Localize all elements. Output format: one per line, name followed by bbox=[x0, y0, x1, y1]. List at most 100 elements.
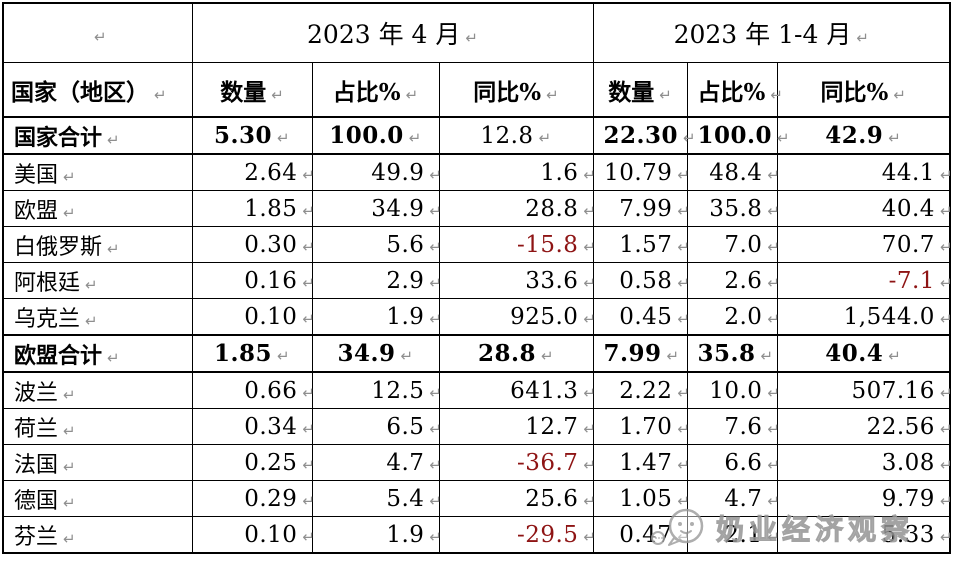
paragraph-mark-icon: ↵ bbox=[677, 273, 691, 292]
value-cell: 3.08 ↵ bbox=[776, 444, 953, 481]
cell-value: -7.1 bbox=[888, 267, 935, 294]
paragraph-mark-icon: ↵ bbox=[276, 347, 291, 365]
cell-value: 34.9 bbox=[371, 195, 425, 222]
cell-value: 9.79 bbox=[881, 485, 935, 512]
value-cell: 1.9 ↵ bbox=[311, 298, 442, 336]
paragraph-mark-icon: ↵ bbox=[888, 347, 902, 365]
value-cell: -36.7 ↵ bbox=[438, 444, 597, 481]
cell-value: 1.6 bbox=[540, 159, 579, 186]
paragraph-mark-icon: ↵ bbox=[939, 201, 953, 220]
value-cell: 70.7 ↵ bbox=[776, 226, 953, 263]
paragraph-mark-icon: ↵ bbox=[939, 419, 953, 438]
column-header-quantity-1: 数量 ↵ bbox=[191, 62, 313, 118]
paragraph-mark-icon: ↵ bbox=[405, 85, 419, 104]
cell-value: 1.47 bbox=[619, 449, 673, 476]
paragraph-mark-icon: ↵ bbox=[677, 309, 691, 328]
paragraph-mark-icon: ↵ bbox=[683, 129, 697, 147]
value-cell: 1.05 ↵ bbox=[592, 480, 690, 517]
cell-value: 1.85 bbox=[244, 195, 298, 222]
row-label-cell: 阿根廷 ↵ bbox=[2, 262, 193, 299]
cell-value: 507.16 bbox=[851, 377, 935, 404]
country-label: 白俄罗斯 bbox=[14, 234, 103, 260]
value-cell: 1,544.0 ↵ bbox=[776, 298, 953, 336]
paragraph-mark-icon: ↵ bbox=[107, 348, 120, 367]
value-cell: 4.7 ↵ bbox=[686, 480, 781, 517]
row-label-cell: 国家合计 ↵ bbox=[2, 116, 193, 155]
value-cell: 1.70 ↵ bbox=[592, 408, 690, 445]
paragraph-mark-icon: ↵ bbox=[888, 129, 902, 147]
value-cell: 25.6 ↵ bbox=[438, 480, 596, 517]
cell-value: 0.45 bbox=[619, 303, 673, 330]
table-row: 欧盟合计 ↵ 1.85 ↵ 34.9 ↵ 28.8 ↵ 7.99 ↵ 35.8 ↵ 40.4 ↵ bbox=[2, 334, 951, 373]
paragraph-mark-icon: ↵ bbox=[63, 385, 76, 404]
cell-value: 12.7 bbox=[525, 413, 579, 440]
value-cell: 5.30 ↵ bbox=[191, 116, 313, 155]
cell-value: 5.33 bbox=[881, 521, 935, 548]
paragraph-mark-icon: ↵ bbox=[583, 383, 597, 402]
value-cell: 2.22 ↵ bbox=[592, 371, 690, 409]
value-cell: 12.5 ↵ bbox=[311, 371, 443, 409]
cell-value: 0.10 bbox=[244, 521, 298, 548]
cell-value: 28.8 bbox=[525, 195, 579, 222]
country-label: 欧盟合计 bbox=[14, 342, 103, 369]
cell-value: 100.0 bbox=[329, 122, 404, 149]
paragraph-mark-icon: ↵ bbox=[63, 203, 76, 222]
cell-value: -36.7 bbox=[516, 449, 579, 476]
table-row: 法国 ↵ 0.25 ↵ 4.7 ↵ -36.7 ↵ 1.47 ↵ 6.6 ↵ 3.08 ↵ bbox=[2, 444, 953, 481]
column-header-share-1: 占比% ↵ bbox=[311, 62, 440, 118]
value-cell: 0.58 ↵ bbox=[592, 262, 691, 299]
table-row: 波兰 ↵ 0.66 ↵ 12.5 ↵ 641.3 ↵ 2.22 ↵ 10.0 ↵ 507.16 ↵ bbox=[2, 371, 953, 409]
value-cell: 40.4 ↵ bbox=[776, 334, 951, 373]
cell-value: 7.99 bbox=[619, 195, 673, 222]
cell-value: 2.22 bbox=[619, 377, 673, 404]
value-cell: 0.29 ↵ bbox=[191, 480, 315, 517]
value-cell: -29.5 ↵ bbox=[438, 516, 596, 554]
country-label: 波兰 bbox=[14, 380, 59, 406]
value-cell: 925.0 ↵ bbox=[438, 298, 596, 336]
paragraph-mark-icon: ↵ bbox=[583, 237, 597, 256]
paragraph-mark-icon: ↵ bbox=[429, 383, 443, 402]
value-cell: 0.25 ↵ bbox=[191, 444, 315, 481]
cell-value: 28.8 bbox=[477, 340, 536, 367]
paragraph-mark-icon: ↵ bbox=[302, 383, 316, 402]
period-label: 2023 年 4 月 bbox=[307, 20, 461, 49]
cell-value: 22.30 bbox=[603, 122, 679, 149]
column-label: 同比% bbox=[820, 78, 889, 106]
column-label: 占比% bbox=[332, 78, 401, 106]
paragraph-mark-icon: ↵ bbox=[583, 455, 597, 474]
cell-value: 2.64 bbox=[244, 159, 298, 186]
paragraph-mark-icon: ↵ bbox=[107, 130, 120, 149]
value-cell: 49.9 ↵ bbox=[311, 153, 443, 191]
paragraph-mark-icon: ↵ bbox=[767, 491, 781, 510]
paragraph-mark-icon: ↵ bbox=[302, 527, 316, 546]
table-header-period-row: ↵ 2023 年 4 月 ↵ 2023 年 1-4 月 ↵ bbox=[2, 2, 951, 63]
paragraph-mark-icon: ↵ bbox=[429, 491, 443, 510]
value-cell: 6.5 ↵ bbox=[311, 408, 442, 445]
value-cell: 7.6 ↵ bbox=[686, 408, 780, 445]
table-row: 国家合计 ↵ 5.30 ↵ 100.0 ↵ 12.8 ↵ 22.30 ↵ 100.0 ↵ 42.9 ↵ bbox=[2, 116, 951, 155]
cell-value: 70.7 bbox=[881, 231, 935, 258]
period-label: 2023 年 1-4 月 bbox=[673, 20, 852, 49]
cell-value: 10.0 bbox=[709, 377, 763, 404]
country-label: 乌克兰 bbox=[14, 306, 81, 332]
paragraph-mark-icon: ↵ bbox=[583, 201, 597, 220]
paragraph-mark-icon: ↵ bbox=[302, 237, 316, 256]
value-cell: 10.79 ↵ bbox=[592, 153, 690, 191]
table-row: 芬兰 ↵ 0.10 ↵ 1.9 ↵ -29.5 ↵ 0.47 ↵ 2.1 ↵ 5.33 ↵ bbox=[2, 516, 953, 554]
paragraph-mark-icon: ↵ bbox=[767, 237, 781, 256]
paragraph-mark-icon: ↵ bbox=[538, 129, 552, 147]
paragraph-mark-icon: ↵ bbox=[767, 455, 781, 474]
cell-value: 4.7 bbox=[724, 485, 763, 512]
paragraph-mark-icon: ↵ bbox=[939, 165, 953, 184]
value-cell: 2.9 ↵ bbox=[311, 262, 442, 299]
paragraph-mark-icon: ↵ bbox=[777, 129, 791, 147]
paragraph-mark-icon: ↵ bbox=[429, 165, 443, 184]
cell-value: 1.70 bbox=[619, 413, 673, 440]
cell-value: 5.4 bbox=[386, 485, 425, 512]
value-cell: 2.6 ↵ bbox=[686, 262, 780, 299]
paragraph-mark-icon: ↵ bbox=[583, 419, 597, 438]
statistics-table: ↵ 2023 年 4 月 ↵ 2023 年 1-4 月 ↵ 国家（地区） ↵ 数量 ↵ … bbox=[2, 2, 953, 554]
paragraph-mark-icon: ↵ bbox=[939, 455, 953, 474]
value-cell: 2.1 ↵ bbox=[686, 516, 780, 554]
value-cell: 1.47 ↵ bbox=[592, 444, 690, 481]
